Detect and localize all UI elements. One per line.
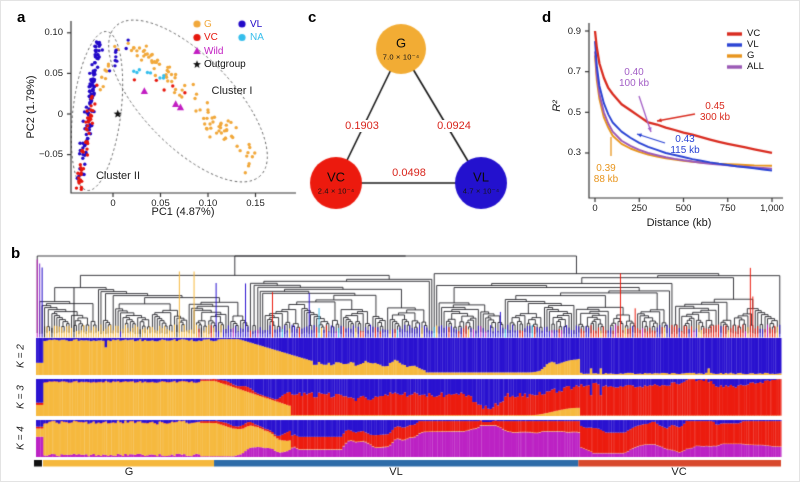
panel-a-y-axis-title: PC2 (1.79%) — [25, 75, 37, 139]
panel-a-x-axis-title: PC1 (4.87%) — [151, 206, 215, 218]
group-label-vc: VC — [671, 466, 687, 478]
panel-d-y-tick: 0.5 — [567, 106, 581, 118]
panel-d-x-tick: 750 — [719, 203, 736, 214]
panel-a-label: a — [17, 9, 26, 26]
panel-d-x-tick: 0 — [592, 203, 598, 214]
panel-a-x-tick: 0.10 — [198, 198, 218, 209]
node-g-value: 7.0 × 10⁻⁴ — [382, 52, 420, 62]
group-label-g: G — [124, 466, 134, 478]
panel-a-legend-vl: VL — [250, 18, 263, 30]
panel-d-legend-vc: VC — [747, 28, 761, 39]
fst-g-vl: 0.0924 — [435, 120, 473, 132]
group-label-vl: VL — [389, 466, 403, 478]
panel-d-y-tick: 0.3 — [567, 147, 581, 159]
panel-a-y-tick: −0.05 — [38, 149, 63, 161]
panel-d-label: d — [542, 9, 552, 26]
panel-d-legend-all: ALL — [747, 61, 764, 72]
panel-d-callout-g: 0.39 88 kb — [593, 163, 619, 185]
panel-d-x-tick: 500 — [675, 203, 692, 214]
panel-a-legend-g: G — [204, 18, 212, 30]
panel-d-y-tick: 0.7 — [567, 66, 581, 78]
panel-d-y-tick: 0.9 — [567, 25, 581, 37]
node-vc-value: 2.4 × 10⁻⁴ — [317, 186, 355, 196]
k3-row-label: K = 3 — [15, 385, 27, 409]
cluster-1-annotation: Cluster I — [211, 85, 253, 97]
panel-d-x-tick: 1,000 — [760, 203, 784, 214]
k2-row-label: K = 2 — [15, 344, 27, 368]
node-g-label: G — [395, 35, 407, 51]
panel-a-x-tick: 0 — [110, 198, 116, 209]
fst-g-vc: 0.1903 — [343, 120, 381, 132]
panel-d-x-tick: 250 — [631, 203, 648, 214]
panel-d-x-axis-title: Distance (kb) — [646, 217, 712, 229]
node-vc-label: VC — [326, 169, 346, 185]
node-vl-value: 4.7 × 10⁻⁴ — [462, 186, 500, 196]
panel-d-callout-vc: 0.45 300 kb — [699, 101, 731, 123]
panel-d-callout-all: 0.40 100 kb — [618, 67, 650, 89]
panel-a-legend-outgroup: Outgroup — [204, 59, 246, 70]
panel-a-legend-na: NA — [250, 32, 264, 43]
panel-a-y-tick: 0 — [57, 108, 63, 120]
panel-d-callout-vl: 0.43 115 kb — [670, 134, 700, 156]
panel-a-y-tick: 0.10 — [44, 27, 64, 39]
cluster-2-annotation: Cluster II — [95, 170, 141, 182]
panel-c-label: c — [308, 9, 317, 26]
k4-row-label: K = 4 — [15, 426, 27, 450]
panel-a-legend-wild: Wild — [204, 45, 224, 57]
panel-a-y-tick: 0.05 — [44, 67, 64, 79]
panel-a-x-tick: 0.05 — [151, 198, 170, 209]
fst-vc-vl: 0.0498 — [390, 167, 428, 179]
panel-a-legend-vc: VC — [204, 32, 218, 43]
panel-a-x-tick: 0.15 — [246, 198, 265, 209]
panel-d-legend-vl: VL — [747, 39, 759, 50]
node-vl-label: VL — [473, 169, 489, 185]
panel-d-legend-g: G — [747, 50, 755, 61]
panel-b-label: b — [11, 245, 21, 262]
